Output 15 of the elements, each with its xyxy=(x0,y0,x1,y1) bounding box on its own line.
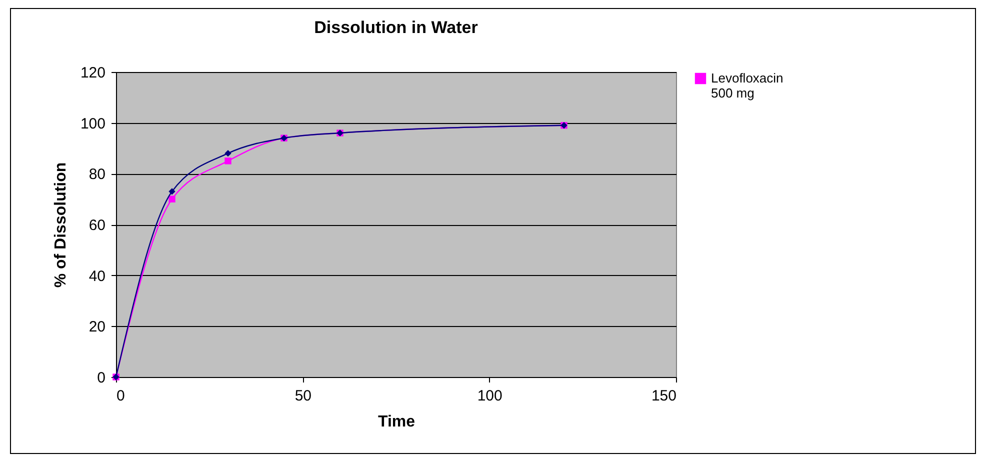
y-tick-label: 0 xyxy=(97,370,106,386)
y-tick-label: 60 xyxy=(88,217,106,234)
x-tick-label: 100 xyxy=(477,388,502,404)
legend-label: Levofloxacin 500 mg xyxy=(711,70,784,100)
y-tick-label: 120 xyxy=(80,64,106,82)
y-tick-label: 100 xyxy=(80,115,106,132)
x-axis-title: Time xyxy=(378,414,416,430)
x-tick-label: 0 xyxy=(116,388,125,404)
y-tick-label: 20 xyxy=(88,318,106,336)
y-axis-title: % of Dissolution xyxy=(52,162,70,288)
x-tick-label: 150 xyxy=(651,388,676,404)
y-tick-label: 40 xyxy=(88,268,106,285)
x-tick-label: 50 xyxy=(294,388,312,404)
y-tick-label: 80 xyxy=(88,166,106,184)
chart-title: Dissolution in Water xyxy=(314,18,478,37)
